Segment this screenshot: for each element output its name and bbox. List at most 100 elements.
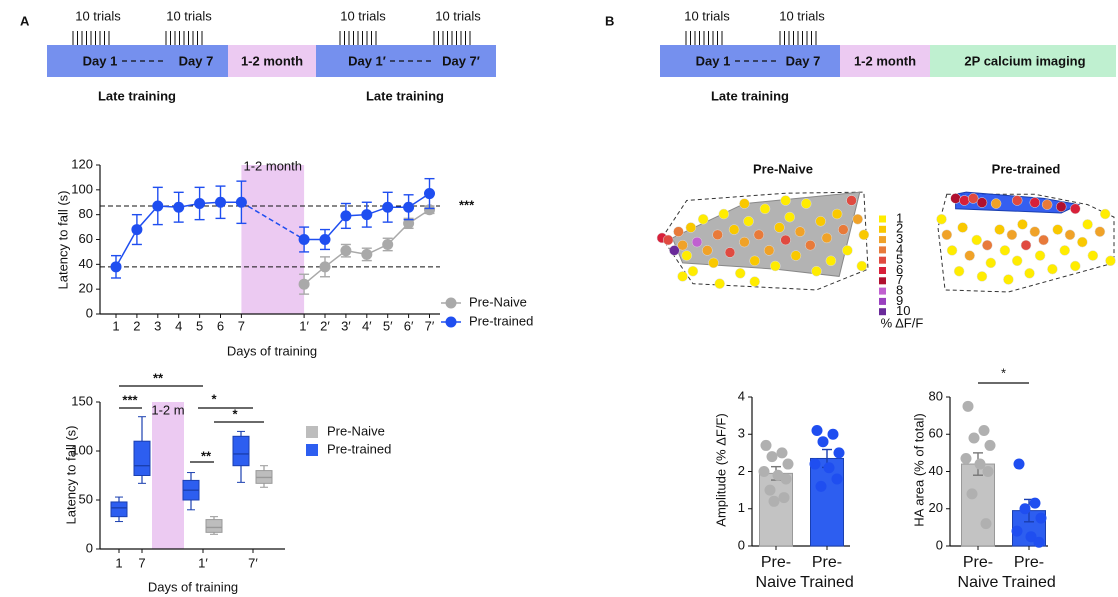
data-point [382,201,394,213]
cell [838,224,849,235]
x-axis-title: Days of training [227,343,317,358]
colorbar-label: 10 [896,303,910,318]
data-point [1013,458,1025,470]
y-tick-label: 100 [71,442,93,457]
data-point [831,473,843,485]
timeline-block-label: 2P calcium imaging [964,53,1085,68]
y-tick-label: 80 [79,206,93,221]
cell [1055,201,1067,212]
cell [662,234,674,246]
data-point [361,209,373,221]
cell [673,226,684,237]
cell [1029,197,1041,208]
cell [825,255,837,267]
y-tick-label: 4 [738,388,745,403]
data-point [833,447,845,459]
y-tick-label: 0 [936,537,943,552]
significance: ** [153,370,164,385]
x-tick-label: Pre- Trained [1002,554,1056,591]
y-tick-label: 20 [79,281,93,296]
cell [999,245,1011,256]
cell [1070,260,1081,272]
y-tick-label: 50 [79,491,93,506]
cell [739,236,750,248]
legend-label: Pre-Naive [327,423,385,438]
cell [697,213,709,225]
cell [1020,239,1032,251]
cell [724,247,736,258]
data-point [809,458,821,470]
colorbar-label: 5 [896,252,903,267]
cell [677,239,688,251]
x-tick-label: 7 [138,555,145,570]
x-tick-label: 3′ [341,318,351,333]
x-tick-label: 2′ [320,318,330,333]
colorbar-label: 1 [896,210,903,225]
cell [677,271,688,282]
significance: ** [201,448,212,463]
cell [1041,199,1053,210]
map-title: Pre-Naive [753,161,813,176]
cell [718,208,730,220]
trials-label: 10 trials [340,8,386,23]
cell [985,257,997,269]
data-point [817,436,829,448]
colorbar-swatch [879,297,886,305]
data-point [968,432,980,444]
cell [780,195,791,206]
cell [1064,229,1076,241]
timeline-block-label: Day 7 [786,53,821,68]
colorbar-label: 3 [896,231,903,246]
y-tick-label: 2 [738,463,745,478]
cell [831,208,843,220]
cell [946,245,958,256]
data-point [340,210,352,222]
cell [790,250,802,261]
x-tick-label: 1′ [299,318,309,333]
timeline-block [228,45,316,77]
cell [811,265,822,277]
data-point [823,462,835,474]
cell [1099,208,1111,220]
timeline-block [930,45,1116,77]
x-tick-label: 5 [196,318,203,333]
y-tick-label: 100 [71,181,93,196]
cell [821,232,833,244]
timeline-block-label: Day 1 [83,53,118,68]
cell [685,222,697,233]
data-point [980,518,992,530]
x-tick-label: 3 [154,318,161,333]
map-title: Pre-trained [992,161,1061,176]
box [110,501,128,518]
bar [759,472,793,547]
y-tick-label: 20 [929,500,943,515]
legend-label: Pre-Naive [469,294,527,309]
y-tick-label: 120 [71,156,93,171]
cell [784,211,795,223]
y-tick-label: 3 [738,426,745,441]
data-point [110,261,122,273]
legend-marker [445,297,457,309]
data-point [962,400,974,412]
timeline-block [660,45,840,77]
data-point [403,217,415,229]
cell [691,236,703,248]
y-tick-label: 40 [929,463,943,478]
box [133,440,151,477]
legend-marker [306,444,318,456]
cell [1087,250,1099,261]
x-tick-label: 5′ [383,318,393,333]
data-point [131,224,143,236]
significance: * [1001,365,1006,380]
data-point [152,200,164,212]
panel-label: B [605,13,614,28]
data-point [173,201,185,213]
cell [805,239,816,251]
data-point [760,439,772,451]
x-tick-label: 7′ [248,555,258,570]
phase-label: Late training [366,88,444,103]
data-point [1019,503,1031,515]
data-point [298,234,310,245]
data-point [782,458,794,470]
